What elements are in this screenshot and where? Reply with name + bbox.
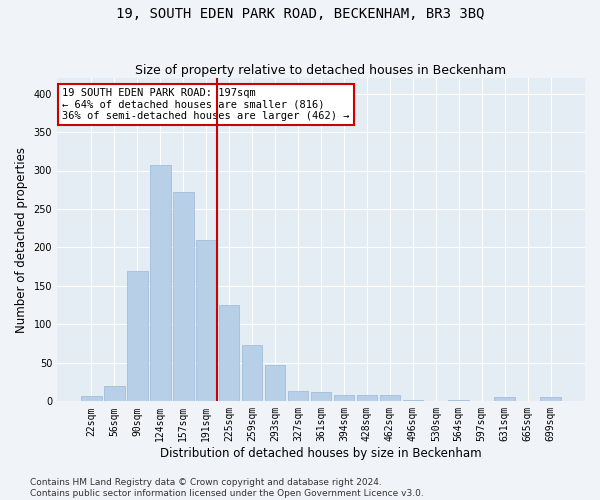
Bar — [541, 398, 561, 402]
Bar — [494, 398, 515, 402]
Bar — [380, 395, 400, 402]
Text: 19 SOUTH EDEN PARK ROAD: 197sqm
← 64% of detached houses are smaller (816)
36% o: 19 SOUTH EDEN PARK ROAD: 197sqm ← 64% of… — [62, 88, 350, 121]
Bar — [334, 395, 355, 402]
Y-axis label: Number of detached properties: Number of detached properties — [15, 147, 28, 333]
Bar — [127, 270, 148, 402]
Bar — [104, 386, 125, 402]
Bar — [196, 240, 217, 402]
Bar — [150, 165, 170, 402]
Bar — [81, 396, 102, 402]
Text: 19, SOUTH EDEN PARK ROAD, BECKENHAM, BR3 3BQ: 19, SOUTH EDEN PARK ROAD, BECKENHAM, BR3… — [116, 8, 484, 22]
X-axis label: Distribution of detached houses by size in Beckenham: Distribution of detached houses by size … — [160, 447, 482, 460]
Bar — [173, 192, 194, 402]
Title: Size of property relative to detached houses in Beckenham: Size of property relative to detached ho… — [136, 64, 506, 77]
Bar — [242, 345, 262, 402]
Text: Contains HM Land Registry data © Crown copyright and database right 2024.
Contai: Contains HM Land Registry data © Crown c… — [30, 478, 424, 498]
Bar — [311, 392, 331, 402]
Bar — [448, 400, 469, 402]
Bar — [265, 365, 286, 402]
Bar — [219, 305, 239, 402]
Bar — [288, 390, 308, 402]
Bar — [356, 395, 377, 402]
Bar — [403, 400, 423, 402]
